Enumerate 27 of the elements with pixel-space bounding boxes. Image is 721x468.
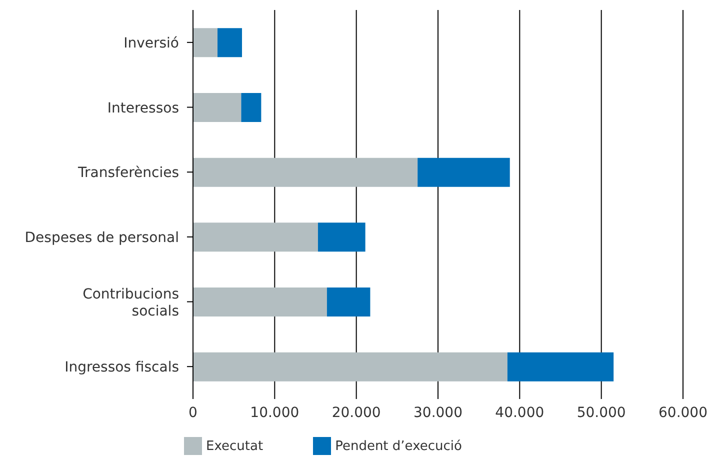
x-tick-label: 20.000 <box>332 404 381 421</box>
x-tick-label: 0 <box>188 404 198 421</box>
x-tick-label: 30.000 <box>414 404 462 421</box>
legend-label: Pendent d’execució <box>335 438 462 454</box>
bar <box>193 352 508 382</box>
bar <box>318 222 366 252</box>
y-tick-label: Ingressos fiscals <box>64 360 179 376</box>
x-tick-label: 40.000 <box>495 404 544 421</box>
bar <box>193 158 418 187</box>
y-tick-label: Despeses de personal <box>24 230 179 246</box>
bar <box>193 92 242 122</box>
y-tick-label: Inversió <box>124 35 179 52</box>
x-tick-label: 10.000 <box>250 404 300 421</box>
bar <box>193 222 318 252</box>
legend-label: Executat <box>206 438 264 454</box>
x-tick-label: 50.000 <box>576 404 626 421</box>
bar <box>218 28 242 58</box>
y-tick-label: Interessos <box>107 100 179 116</box>
y-tick-label: Transferències <box>77 165 179 182</box>
bar <box>418 158 510 187</box>
bar <box>193 287 327 316</box>
bar <box>326 287 370 316</box>
y-tick-label: Contribucions socials <box>82 286 179 320</box>
bar <box>193 28 218 58</box>
bar <box>507 352 614 382</box>
bar <box>241 92 262 122</box>
x-tick-label: 60.000 <box>658 404 708 421</box>
